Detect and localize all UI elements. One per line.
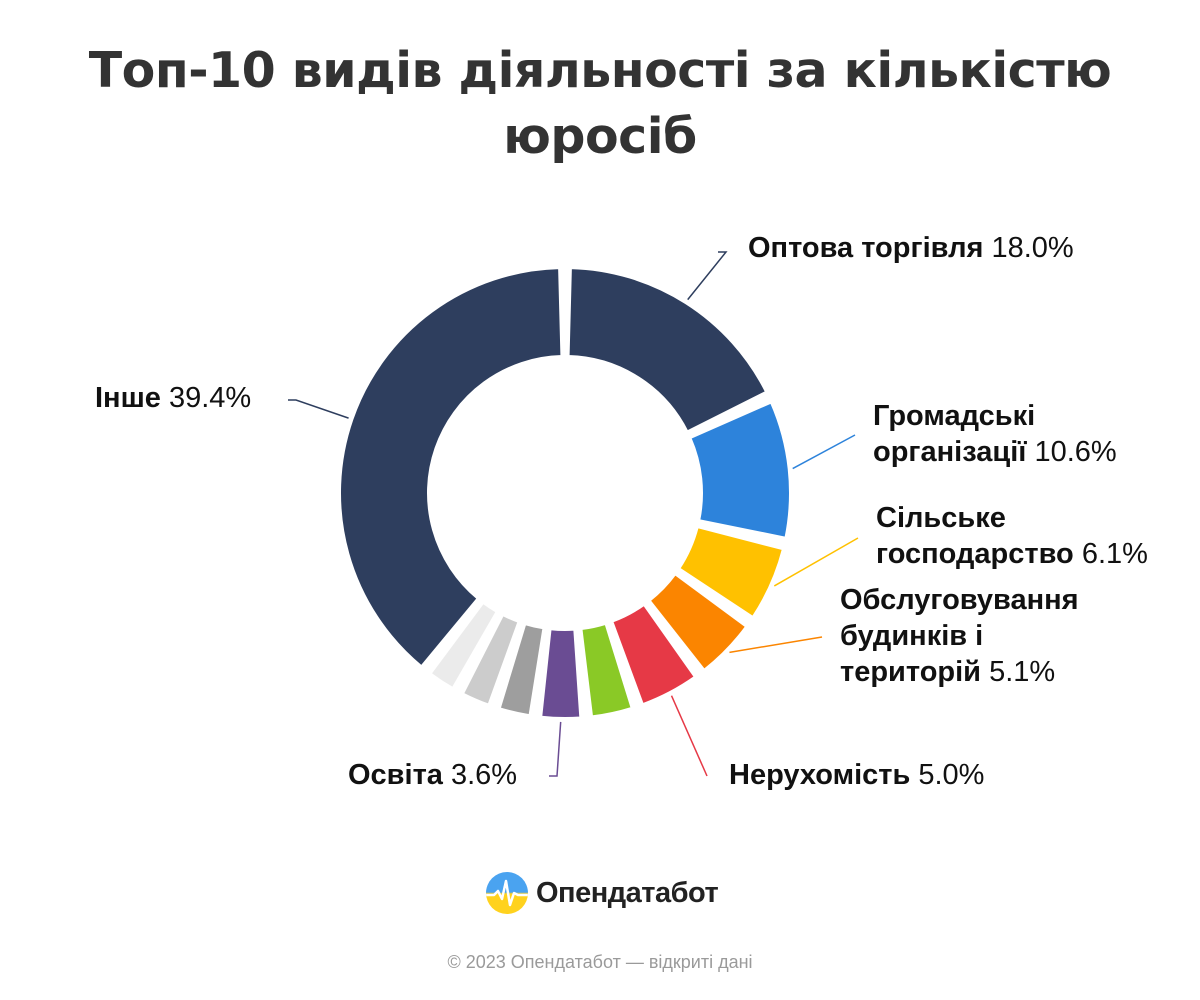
donut-slice-obsluhovuvannia	[648, 573, 748, 671]
chart-title-line-1: Топ-10 видів діяльності за кількістю	[88, 42, 1112, 99]
leader-line-optova-torhivlia	[687, 251, 728, 301]
donut-slice-unlabeled-7	[498, 623, 545, 717]
label-obsluhovuvannia-name-line-2: будинків і	[840, 620, 984, 652]
leader-line-inshe	[288, 399, 349, 419]
label-osvita-name: Освіта	[348, 759, 443, 791]
label-nerukhomist-name: Нерухомість	[729, 759, 911, 791]
donut-slice-osvita	[540, 628, 582, 719]
label-inshe-name: Інше	[95, 382, 161, 414]
brand-logo: Опендатабот	[486, 870, 719, 916]
leader-line-hromadski-orhanizatsii	[792, 434, 856, 470]
donut-slice-hromadski-orhanizatsii	[689, 401, 791, 539]
label-obsluhovuvannia-name-line-1: Обслуговування	[840, 584, 1079, 616]
donut-slice-nerukhomist	[611, 603, 696, 706]
label-hromadski-name-line-1: Громадські	[873, 400, 1036, 432]
label-obsluhovuvannia-value: 5.1%	[989, 656, 1056, 688]
label-inshe: Інше 39.4%	[95, 380, 251, 416]
label-silske-name-line-1: Сільське	[876, 502, 1006, 534]
label-optova-torhivlia: Оптова торгівля 18.0%	[748, 230, 1074, 266]
leader-line-obsluhovuvannia	[729, 636, 823, 654]
chart-title-line-2: юросіб	[503, 108, 697, 165]
donut-slice-unlabeled-9	[429, 601, 498, 689]
opendatabot-logo-icon	[486, 872, 528, 914]
label-optova-value: 18.0%	[991, 232, 1074, 264]
donut-slice-unlabeled-5	[580, 622, 633, 718]
label-hromadski-orhanizatsii: Громадські організації 10.6%	[873, 398, 1117, 470]
label-nerukhomist-value: 5.0%	[918, 759, 985, 791]
label-silske-value: 6.1%	[1081, 538, 1148, 570]
label-osvita-value: 3.6%	[450, 759, 518, 791]
donut-slice-inshe	[339, 267, 563, 668]
label-silske-name-line-2: господарство	[876, 538, 1074, 570]
donut-slice-optova-torhivlia	[567, 267, 768, 433]
leader-line-osvita	[549, 721, 562, 777]
chart-title: Топ-10 видів діяльності за кількістю юро…	[0, 38, 1200, 170]
label-obsluhovuvannia-name-line-3: територій	[840, 656, 982, 688]
logo-text: Опендатабот	[536, 876, 719, 909]
label-osvita: Освіта 3.6%	[348, 757, 517, 793]
label-hromadski-value: 10.6%	[1034, 436, 1117, 468]
label-optova-name: Оптова торгівля	[748, 232, 984, 264]
footer-copyright: © 2023 Опендатабот — відкриті дані	[447, 952, 753, 972]
label-obsluhovuvannia: Обслуговування будинків і територій 5.1%	[840, 582, 1079, 690]
label-hromadski-name-line-2: організації	[873, 436, 1027, 468]
leader-line-silske-hospodarstvo	[773, 537, 859, 587]
donut-slice-silske-hospodarstvo	[678, 526, 784, 618]
label-nerukhomist: Нерухомість 5.0%	[729, 757, 984, 793]
leader-line-nerukhomist	[670, 695, 708, 777]
label-silske-hospodarstvo: Сільське господарство 6.1%	[876, 500, 1148, 572]
label-inshe-value: 39.4%	[168, 382, 252, 414]
donut-slice-unlabeled-8	[462, 614, 520, 706]
